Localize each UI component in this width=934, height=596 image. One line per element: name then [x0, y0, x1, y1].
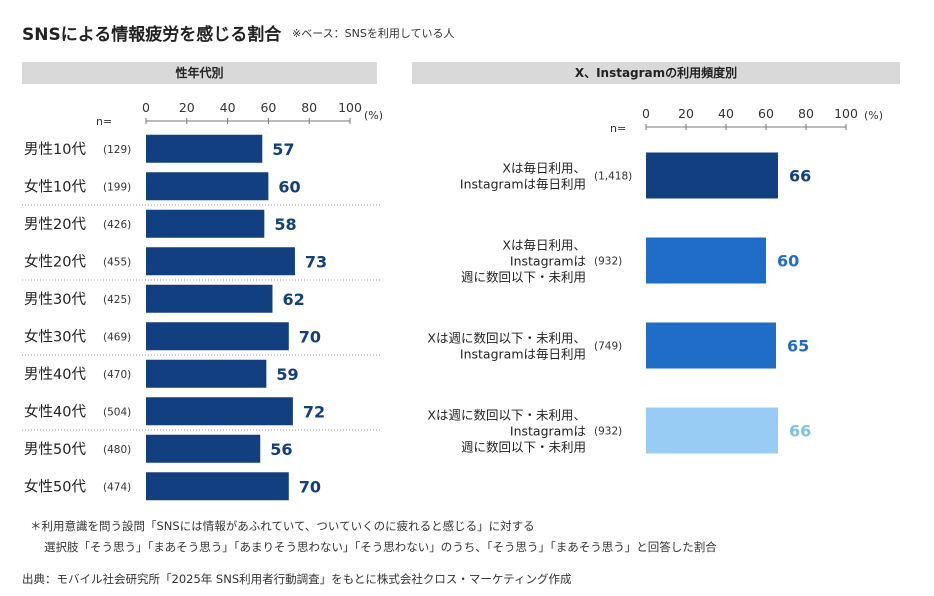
- category-label: 女性10代: [24, 177, 86, 195]
- value-label: 70: [299, 327, 321, 346]
- value-label: 62: [282, 290, 304, 309]
- bar: [146, 209, 265, 238]
- category-label: 週に数回以下・未利用: [461, 270, 586, 285]
- value-label: 72: [303, 402, 325, 421]
- bar: [146, 172, 269, 201]
- category-label: 男性30代: [24, 291, 86, 308]
- footnote-line-1: ＊利用意識を問う設問「SNSには情報があふれていて、ついていくのに疲れると感じる…: [30, 519, 535, 533]
- chart-title: SNSによる情報疲労を感じる割合: [22, 25, 282, 45]
- n-count-label: (480): [103, 444, 131, 456]
- n-count-label: (455): [103, 256, 131, 268]
- n-count-label: (749): [594, 341, 622, 353]
- x-tick-label: 0: [142, 100, 150, 115]
- bar: [146, 247, 295, 276]
- x-tick-label: 60: [758, 106, 774, 121]
- category-label: Xは週に数回以下・未利用、: [427, 408, 586, 423]
- value-label: 73: [305, 252, 327, 271]
- x-tick-label: 80: [798, 106, 814, 121]
- bar: [146, 472, 289, 501]
- category-label: Instagramは: [510, 424, 586, 439]
- n-count-label: (425): [103, 294, 131, 306]
- x-tick-label: 100: [834, 106, 858, 121]
- n-count-label: (469): [103, 331, 131, 343]
- n-header: n=: [610, 122, 626, 135]
- bar: [146, 397, 293, 426]
- value-label: 58: [274, 215, 296, 234]
- category-label: Instagramは毎日利用: [460, 347, 586, 362]
- category-label: 女性30代: [24, 327, 86, 345]
- n-count-label: (932): [594, 256, 622, 268]
- value-label: 65: [787, 337, 809, 356]
- unit-label: (%): [364, 109, 383, 122]
- bar: [646, 152, 778, 199]
- category-label: 女性50代: [24, 477, 86, 495]
- category-label: 男性50代: [24, 441, 86, 458]
- gender-age-chart: n= 0 20 40 60 80 100(%) 男性10代 (129) 57 女性10代 (199) 6…: [22, 100, 383, 501]
- n-count-label: (1,418): [594, 171, 632, 183]
- n-count-label: (504): [103, 406, 131, 418]
- category-label: 週に数回以下・未利用: [461, 440, 586, 455]
- x-tick-label: 100: [338, 100, 362, 115]
- x-tick-label: 0: [642, 106, 650, 121]
- n-count-label: (932): [594, 426, 622, 438]
- x-tick-label: 40: [718, 106, 734, 121]
- x-tick-label: 80: [301, 100, 317, 115]
- category-label: Xは毎日利用、: [502, 161, 586, 176]
- value-label: 66: [789, 167, 811, 186]
- value-label: 70: [299, 477, 321, 496]
- category-label: Instagramは毎日利用: [460, 177, 586, 192]
- n-count-label: (426): [103, 219, 131, 231]
- category-label: 女性40代: [24, 402, 86, 420]
- bar: [146, 434, 261, 463]
- category-label: 男性20代: [24, 216, 86, 233]
- category-label: Xは毎日利用、: [502, 238, 586, 253]
- category-label: 女性20代: [24, 252, 86, 270]
- value-label: 56: [270, 440, 292, 459]
- unit-label: (%): [864, 109, 883, 122]
- x-tick-label: 20: [179, 100, 195, 115]
- category-label: Instagramは: [510, 254, 586, 269]
- n-count-label: (474): [103, 481, 131, 493]
- bar: [146, 359, 267, 388]
- bar: [146, 322, 289, 351]
- usage-frequency-chart: n=0 20 40 60 80 100 (%)Xは毎日利用、Instagramは毎日利用 (1…: [427, 106, 883, 455]
- bar: [646, 407, 778, 454]
- n-count-label: (199): [103, 181, 131, 193]
- bar: [146, 284, 273, 313]
- bar: [646, 322, 776, 369]
- right-panel-header: X、Instagramの利用頻度別: [412, 62, 900, 84]
- value-label: 59: [276, 365, 298, 384]
- bar: [646, 237, 766, 284]
- left-panel-header: 性年代別: [22, 62, 377, 84]
- value-label: 60: [777, 252, 799, 271]
- n-count-label: (129): [103, 144, 131, 156]
- x-tick-label: 40: [220, 100, 236, 115]
- category-label: Xは週に数回以下・未利用、: [427, 331, 586, 346]
- x-tick-label: 60: [260, 100, 276, 115]
- source-note: 出典：モバイル社会研究所「2025年 SNS利用者行動調査」をもとに株式会社クロ…: [22, 572, 572, 586]
- value-label: 57: [272, 140, 294, 159]
- base-note: ※ベース：SNSを利用している人: [292, 27, 455, 40]
- bar: [146, 134, 263, 163]
- category-label: 男性40代: [24, 366, 86, 383]
- value-label: 66: [789, 422, 811, 441]
- x-tick-label: 20: [678, 106, 694, 121]
- n-header: n=: [96, 115, 112, 128]
- footnote-line-2: 選択肢「そう思う」「まあそう思う」「あまりそう思わない」「そう思わない」のうち、…: [44, 540, 717, 554]
- n-count-label: (470): [103, 369, 131, 381]
- category-label: 男性10代: [24, 141, 86, 158]
- value-label: 60: [278, 177, 300, 196]
